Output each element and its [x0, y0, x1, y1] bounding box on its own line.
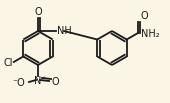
Text: O: O	[140, 11, 148, 20]
Text: NH: NH	[57, 26, 72, 36]
Text: ⁺: ⁺	[41, 75, 46, 84]
Text: Cl: Cl	[3, 58, 13, 68]
Text: O: O	[34, 6, 42, 16]
Text: O: O	[51, 77, 59, 87]
Text: NH₂: NH₂	[141, 29, 160, 39]
Text: N: N	[34, 76, 42, 86]
Text: ⁻O: ⁻O	[12, 78, 25, 88]
